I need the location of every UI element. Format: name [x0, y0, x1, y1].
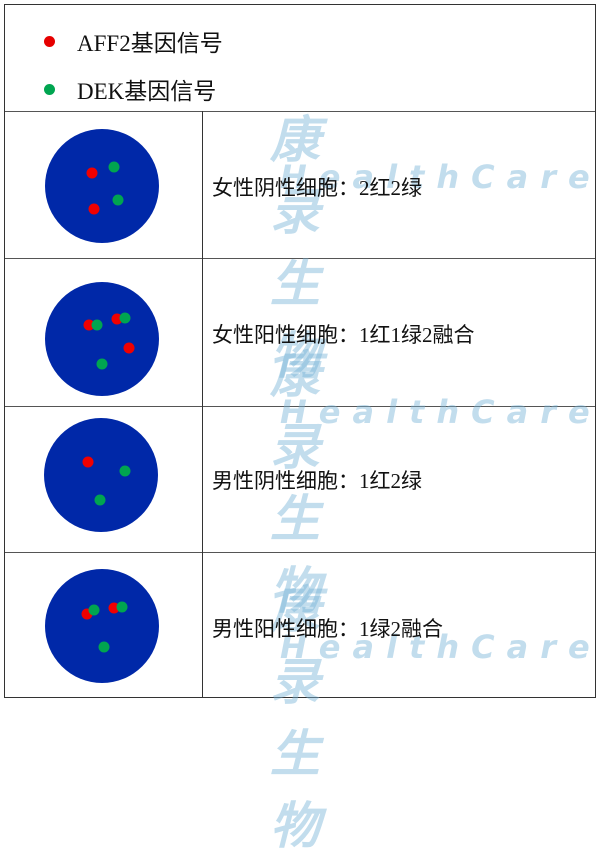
dek-green-signal — [94, 494, 106, 506]
dek-green-signal — [108, 161, 120, 173]
aff2-red-signal — [111, 313, 123, 325]
nucleus — [45, 569, 159, 683]
legend-item-aff2: AFF2基因信号 — [44, 24, 223, 58]
green-dot-icon — [44, 83, 55, 95]
dek-green-signal — [119, 312, 131, 324]
dek-green-signal — [119, 465, 131, 477]
nucleus — [45, 282, 159, 396]
dek-green-signal — [116, 601, 128, 613]
aff2-red-signal — [83, 319, 95, 331]
row-divider — [5, 406, 595, 407]
dek-green-signal — [91, 319, 103, 331]
legend-label: DEK基因信号 — [77, 79, 217, 104]
aff2-red-signal — [123, 342, 135, 354]
row-label: 女性阳性细胞：1红1绿2融合 — [212, 323, 475, 347]
aff2-red-signal — [82, 456, 94, 468]
dek-green-signal — [98, 641, 110, 653]
dek-green-signal — [96, 358, 108, 370]
aff2-red-signal — [88, 203, 100, 215]
row-divider — [5, 258, 595, 259]
column-divider — [202, 111, 203, 697]
aff2-red-signal — [108, 602, 120, 614]
row-label: 女性阴性细胞：2红2绿 — [212, 176, 422, 200]
legend-table — [4, 4, 596, 698]
row-label: 男性阳性细胞：1绿2融合 — [212, 617, 443, 641]
dek-green-signal — [112, 194, 124, 206]
red-dot-icon — [44, 35, 55, 47]
dek-green-signal — [88, 604, 100, 616]
aff2-red-signal — [86, 167, 98, 179]
row-divider — [5, 552, 595, 553]
cell-diagrams — [44, 129, 159, 683]
row-label: 男性阴性细胞：1红2绿 — [212, 469, 422, 493]
legend-label: AFF2基因信号 — [77, 31, 223, 56]
row-divider — [5, 111, 595, 112]
nucleus — [45, 129, 159, 243]
nucleus — [44, 418, 158, 532]
legend-item-dek: DEK基因信号 — [44, 72, 216, 106]
